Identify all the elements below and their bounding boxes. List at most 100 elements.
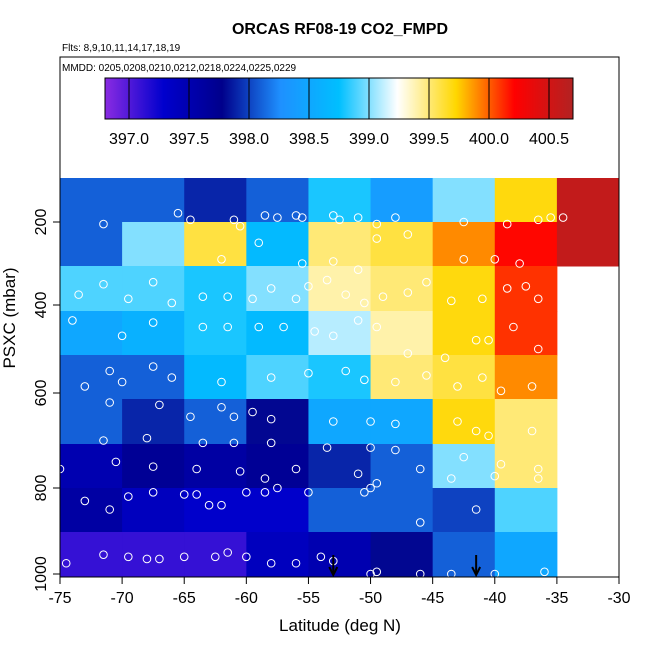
sample-point: [198, 292, 208, 302]
sample-point: [304, 488, 313, 497]
heatmap-cell: [246, 532, 309, 578]
sample-point: [148, 488, 158, 497]
sample-point: [447, 569, 456, 579]
heatmap-cell: [60, 311, 123, 356]
sample-point: [179, 552, 189, 562]
sample-point: [297, 259, 307, 268]
y-axis-label: PSXC (mbar): [0, 267, 19, 368]
sample-point: [415, 518, 425, 527]
colorbar-tick-label: 397.0: [109, 131, 149, 148]
heatmap-cell: [494, 532, 558, 578]
heatmap-cell: [494, 399, 558, 445]
colorbar-tick-label: 398.5: [289, 131, 329, 148]
heatmap-cell: [432, 178, 496, 223]
plot-frame: [59, 56, 620, 578]
sample-point: [328, 211, 338, 220]
heatmap-cell: [308, 532, 372, 578]
sample-point: [248, 294, 257, 304]
heatmap-cell: [370, 266, 434, 312]
colorbar-ticks: 397.0 397.5 398.0 398.5 399.0 399.5 400.0 400.5: [109, 78, 569, 148]
sample-point: [223, 292, 232, 302]
sample-point: [372, 219, 382, 229]
heatmap-cell: [432, 488, 496, 533]
sample-point: [509, 322, 518, 332]
heatmap-cell: [184, 532, 247, 578]
sample-point: [260, 474, 270, 483]
flights-subtitle: Flts: 8,9,10,11,14,17,18,19: [62, 43, 181, 54]
sample-point: [341, 290, 351, 299]
x-tick-label: -45: [421, 590, 444, 607]
sample-point: [353, 469, 363, 479]
sample-point: [198, 438, 208, 448]
sample-point: [142, 433, 152, 443]
sample-point: [291, 211, 301, 220]
sample-point: [533, 474, 543, 483]
y-tick-label: 1000: [33, 556, 50, 592]
heatmap-cell: [60, 399, 123, 445]
sample-point: [533, 215, 543, 225]
sample-point: [360, 375, 369, 385]
sample-point: [391, 445, 400, 455]
sample-point: [484, 431, 493, 441]
sample-point: [353, 213, 363, 222]
sample-point: [502, 284, 512, 293]
sample-point: [260, 488, 270, 497]
sample-point: [372, 322, 382, 332]
heatmap-cell: [184, 178, 247, 223]
arrow-markers: [328, 555, 482, 578]
sample-point: [210, 552, 220, 562]
heatmap-cell: [308, 222, 372, 267]
sample-point: [502, 219, 512, 229]
sample-point: [173, 208, 183, 218]
heatmap-cell: [246, 266, 309, 312]
sample-point: [186, 412, 195, 422]
sample-point: [148, 277, 158, 287]
sample-point: [167, 298, 177, 308]
sample-point: [415, 464, 425, 474]
sample-point: [521, 282, 531, 291]
sample-point: [478, 294, 487, 304]
sample-point: [328, 417, 338, 426]
sample-point: [291, 464, 301, 474]
heatmap-cell: [60, 488, 123, 533]
heatmap-cell: [184, 266, 247, 312]
sample-point: [266, 414, 276, 424]
sample-point: [198, 322, 208, 332]
sample-point: [447, 296, 456, 306]
sample-point: [459, 217, 469, 227]
sample-point: [99, 550, 108, 559]
sample-point: [248, 407, 257, 417]
heatmap-cell: [184, 222, 247, 267]
heatmap-cell: [184, 444, 247, 489]
sample-point: [471, 505, 481, 514]
sample-point: [322, 275, 332, 285]
sample-point: [496, 459, 506, 469]
sample-point: [99, 279, 108, 289]
colorbar: 397.0 397.5 398.0 398.5 399.0 399.5 400.0 400.5: [104, 77, 574, 148]
y-tick-label: 800: [33, 475, 50, 502]
sample-point: [533, 344, 543, 354]
sample-point: [223, 548, 232, 557]
x-tick-label: -70: [111, 590, 134, 607]
sample-point: [391, 213, 400, 222]
sample-point: [124, 552, 133, 562]
sample-point: [304, 368, 313, 378]
heatmap-cell: [308, 399, 372, 445]
heatmap-cell: [184, 355, 247, 400]
sample-point: [142, 554, 152, 564]
x-tick-label: -65: [173, 590, 196, 607]
x-tick-label: -60: [235, 590, 258, 607]
sample-point: [254, 322, 264, 332]
sample-point: [328, 257, 338, 266]
heatmap-cell: [60, 266, 123, 312]
colorbar-tick-label: 400.0: [469, 131, 509, 148]
y-tick-label: 400: [33, 292, 50, 319]
sample-point: [266, 438, 276, 448]
sample-point: [124, 492, 133, 501]
chart-title: ORCAS RF08-19 CO2_FMPD: [232, 21, 448, 38]
heatmap-cell: [308, 488, 372, 533]
sample-point: [478, 373, 487, 382]
x-axis-label: Latitude (deg N): [279, 616, 401, 635]
sample-point: [74, 290, 83, 299]
